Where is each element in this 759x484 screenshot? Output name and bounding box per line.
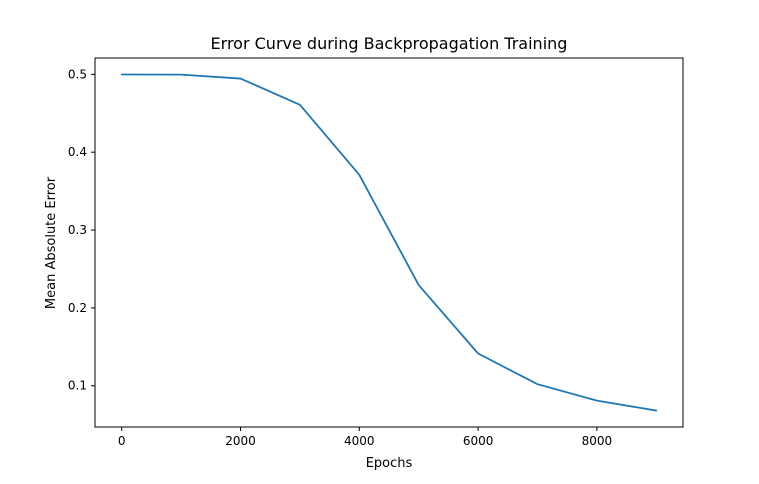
error-curve-line	[120, 73, 658, 412]
y-tick-label: 0.2	[68, 301, 87, 315]
x-tick-label: 2000	[225, 434, 256, 448]
plot-area-frame	[94, 57, 684, 428]
y-axis-label: Mean Absolute Error	[44, 176, 59, 309]
y-tick-label: 0.5	[68, 67, 87, 81]
x-axis-ticks: 0 2000 4000 6000 8000	[118, 427, 612, 448]
x-tick-label: 4000	[344, 434, 375, 448]
x-tick-label: 0	[118, 434, 126, 448]
x-axis-label: Epochs	[366, 456, 413, 471]
x-tick-label: 8000	[582, 434, 613, 448]
y-tick-label: 0.3	[68, 223, 87, 237]
x-tick-label: 6000	[463, 434, 494, 448]
y-tick-label: 0.1	[68, 379, 87, 393]
series-layer	[120, 73, 658, 412]
y-tick-label: 0.4	[68, 145, 87, 159]
y-axis-ticks: 0.1 0.2 0.3 0.4 0.5	[68, 67, 95, 393]
chart-title: Error Curve during Backpropagation Train…	[211, 34, 568, 53]
